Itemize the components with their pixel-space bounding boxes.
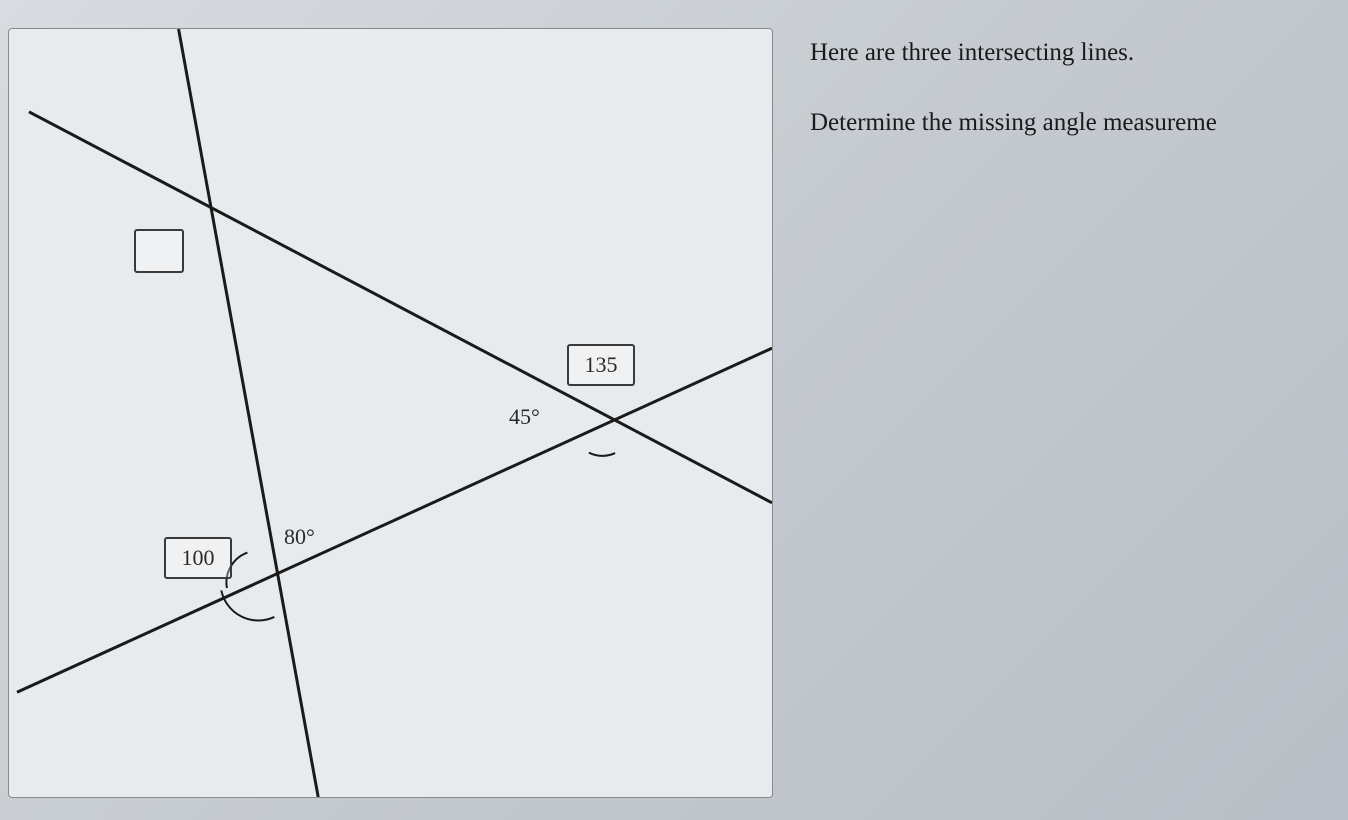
instruction-text: Here are three intersecting lines. Deter… — [810, 35, 1330, 175]
diagram-line-1 — [29, 112, 772, 503]
lines-svg — [9, 29, 772, 797]
answer-box-100: 100 — [164, 537, 232, 579]
diagram-line-2 — [17, 348, 772, 692]
diagram-line-0 — [179, 29, 319, 797]
instruction-line-2: Determine the missing angle measureme — [810, 105, 1330, 140]
answer-box-135: 135 — [567, 344, 635, 386]
geometry-diagram: 45° 80° 135 100 — [8, 28, 773, 798]
angle-label-0: 45° — [509, 404, 540, 430]
angle-arc-0 — [589, 453, 615, 456]
angle-label-1: 80° — [284, 524, 315, 550]
instruction-line-1: Here are three intersecting lines. — [810, 35, 1330, 70]
answer-box-empty[interactable] — [134, 229, 184, 273]
